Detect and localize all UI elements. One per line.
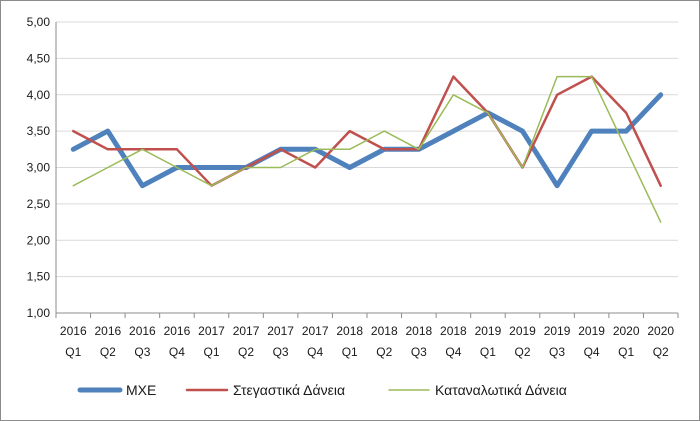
x-tick-label-year: 2016: [164, 324, 191, 338]
x-tick-label-year: 2020: [647, 324, 674, 338]
x-tick-label-quarter: Q1: [618, 345, 634, 359]
x-tick-label-quarter: Q2: [514, 345, 530, 359]
x-tick-label-year: 2016: [94, 324, 121, 338]
x-tick-label-year: 2017: [198, 324, 225, 338]
x-tick-label-year: 2019: [578, 324, 605, 338]
x-tick-label-year: 2016: [129, 324, 156, 338]
x-tick-label-quarter: Q4: [169, 345, 185, 359]
legend-label: Στεγαστικά Δάνεια: [233, 382, 345, 398]
x-tick-label-year: 2018: [336, 324, 363, 338]
x-tick-label-quarter: Q1: [203, 345, 219, 359]
x-axis-ticks: 2016 Q1 2016 Q2 2016 Q3 2016 Q4 2017 Q1 2017 Q2 2017…: [55, 313, 679, 359]
y-tick-label: 1,00: [27, 306, 51, 320]
x-tick-label-year: 2018: [405, 324, 432, 338]
x-tick-label-quarter: Q3: [273, 345, 289, 359]
x-tick-label-quarter: Q4: [445, 345, 461, 359]
legend-label: ΜΧΕ: [126, 382, 156, 398]
y-tick-label: 5,00: [27, 15, 51, 29]
x-tick-label-year: 2020: [613, 324, 640, 338]
y-tick-label: 4,00: [27, 88, 51, 102]
y-tick-label: 4,50: [27, 51, 51, 65]
series-lines: [70, 75, 664, 223]
x-tick-label-quarter: Q2: [238, 345, 254, 359]
series-line-3: [72, 75, 662, 223]
x-tick-label-quarter: Q2: [100, 345, 116, 359]
x-tick-label-quarter: Q1: [342, 345, 358, 359]
x-tick-label-year: 2017: [267, 324, 294, 338]
series-line-1: [70, 92, 664, 189]
legend-label: Καταναλωτικά Δάνεια: [435, 382, 567, 398]
x-tick-label-quarter: Q3: [134, 345, 150, 359]
x-tick-label-year: 2016: [60, 324, 87, 338]
x-tick-label-year: 2019: [509, 324, 536, 338]
y-axis-ticks: 1,00 1,50 2,00 2,50 3,00 3,50 4,00 4,50 5,00: [27, 15, 51, 320]
x-tick-label-quarter: Q4: [307, 345, 323, 359]
x-tick-label-quarter: Q4: [584, 345, 600, 359]
x-tick-label-year: 2019: [544, 324, 571, 338]
x-tick-label-quarter: Q3: [549, 345, 565, 359]
y-tick-label: 1,50: [27, 270, 51, 284]
y-tick-label: 2,00: [27, 233, 51, 247]
x-tick-label-year: 2019: [475, 324, 502, 338]
y-tick-label: 3,50: [27, 124, 51, 138]
x-tick-label-year: 2018: [440, 324, 467, 338]
x-tick-label-quarter: Q2: [376, 345, 392, 359]
y-tick-label: 2,50: [27, 197, 51, 211]
y-tick-label: 3,00: [27, 161, 51, 175]
gridlines: [56, 21, 678, 278]
x-tick-label-year: 2017: [302, 324, 329, 338]
x-tick-label-year: 2017: [233, 324, 260, 338]
x-tick-label-quarter: Q1: [480, 345, 496, 359]
x-tick-label-quarter: Q2: [653, 345, 669, 359]
x-tick-label-year: 2018: [371, 324, 398, 338]
legend: ΜΧΕ Στεγαστικά Δάνεια Καταναλωτικά Δάνεια: [77, 382, 567, 398]
x-tick-label-quarter: Q1: [65, 345, 81, 359]
x-tick-label-quarter: Q3: [411, 345, 427, 359]
